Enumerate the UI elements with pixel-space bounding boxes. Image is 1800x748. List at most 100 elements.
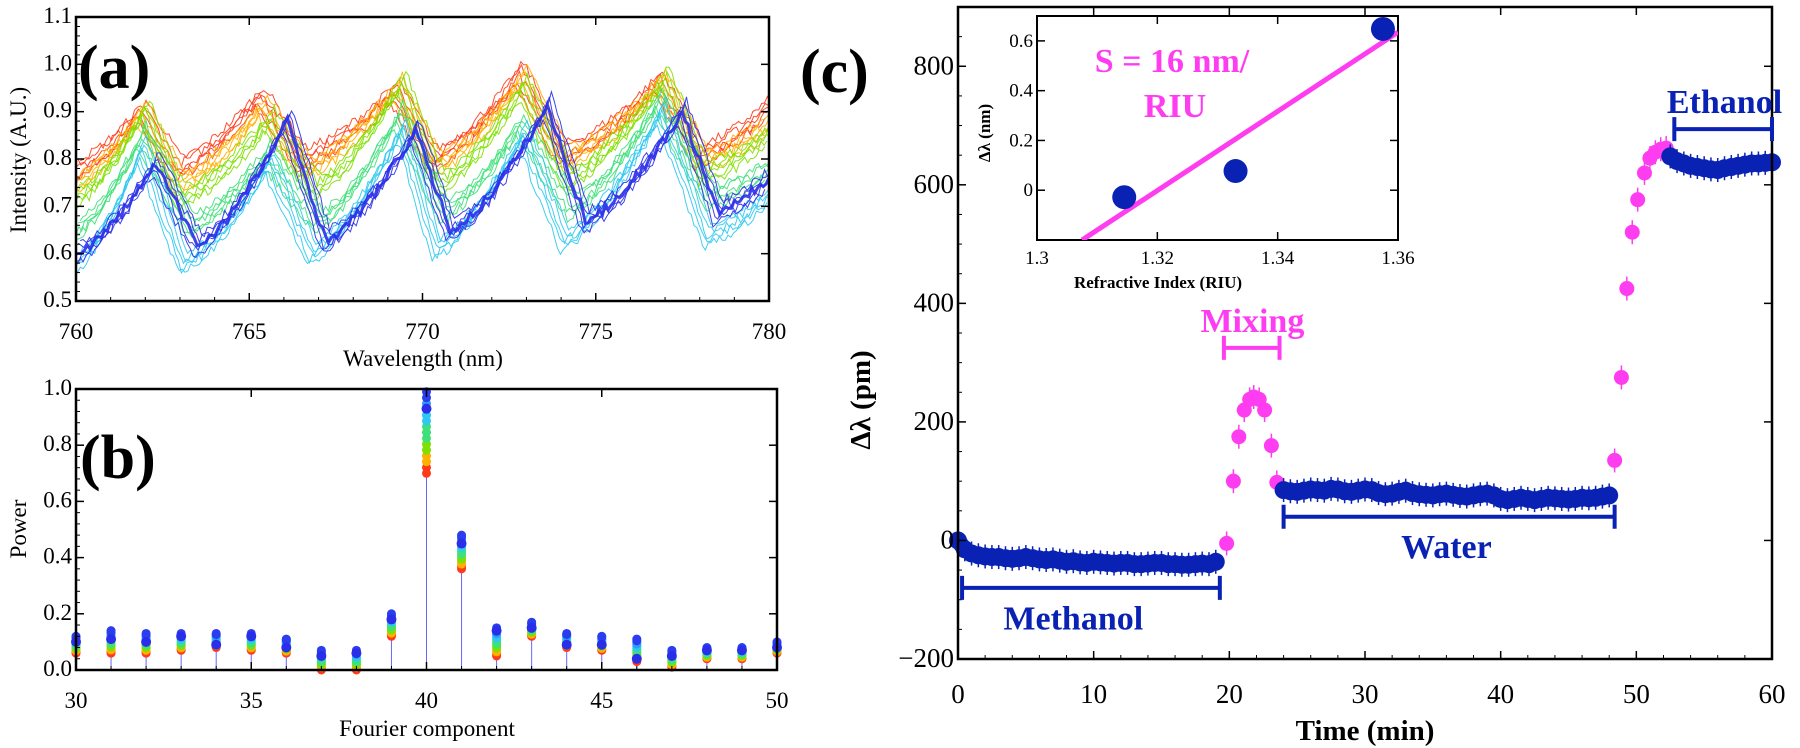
y-tick-label: 0.0 [43, 656, 72, 681]
y-tick-label: 0 [1024, 180, 1034, 201]
x-tick-label: 1.36 [1381, 248, 1414, 269]
inset-data-point [1112, 185, 1137, 210]
y-tick-label: 0.9 [43, 98, 72, 123]
power-point-final [421, 403, 432, 414]
panel-b-x-axis-title: Fourier component [339, 716, 515, 741]
x-tick-label: 40 [415, 688, 438, 713]
inset-data-point [1223, 159, 1248, 184]
panel-c-annotations: Methanol Mixing Water Ethanol [960, 84, 1782, 637]
inset-frame [1036, 15, 1399, 241]
spectrum-line [78, 92, 769, 224]
power-point-final [106, 634, 117, 645]
power-point-final [351, 648, 362, 659]
x-tick-label: 35 [240, 688, 263, 713]
power-point [457, 530, 467, 540]
inset-y-axis-title: Δλ (nm) [975, 104, 994, 162]
power-point-final [246, 631, 257, 642]
y-tick-label: 1.1 [43, 3, 72, 28]
y-tick-label: 0.2 [43, 600, 72, 625]
spectrum-line [79, 60, 769, 162]
data-point [1613, 369, 1629, 385]
y-tick-label: 0.4 [1009, 81, 1033, 102]
data-point [1630, 192, 1646, 208]
panel-b-ticks: 30 35 40 45 50 0.0 0.2 0.4 0.6 0.8 1.0 [43, 375, 788, 713]
data-point [1619, 281, 1635, 297]
panel-a-plot-area [76, 60, 769, 275]
spectrum-line [76, 105, 768, 235]
fit-line [1080, 30, 1398, 240]
y-tick-label: 0.4 [43, 544, 72, 569]
data-point [1225, 473, 1241, 489]
panel-b-y-axis-title: Power [6, 499, 31, 558]
power-point [141, 628, 151, 638]
power-point-final [211, 639, 222, 650]
inset-x-axis-title: Refractive Index (RIU) [1074, 273, 1242, 292]
x-tick-label: 20 [1216, 679, 1243, 709]
y-tick-label: 1.0 [43, 50, 72, 75]
inset-plot-area [1080, 16, 1398, 240]
y-tick-label: 0.6 [43, 240, 72, 265]
x-tick-label: 30 [1352, 679, 1379, 709]
spectrum-line [76, 107, 766, 241]
y-tick-label: 0.8 [43, 145, 72, 170]
x-tick-label: 1.34 [1261, 248, 1295, 269]
data-point [1607, 452, 1623, 468]
data-point [1636, 165, 1652, 181]
spectrum-line [79, 63, 769, 175]
data-point [1206, 552, 1225, 571]
panel-c-ticks: 0 10 20 30 40 50 60 −200 0 200 400 600 800 [898, 6, 1786, 709]
y-tick-label: 0.2 [1009, 130, 1033, 151]
panel-c-x-axis-title: Time (min) [1296, 715, 1435, 747]
inset-sensitivity-annotation-line2: RIU [1144, 88, 1206, 125]
panel-a-series-group [76, 60, 769, 275]
spectrum-line [76, 99, 769, 256]
y-tick-label: 400 [914, 287, 955, 317]
power-point [281, 634, 291, 644]
x-tick-label: 45 [590, 688, 613, 713]
inset-data-point [1370, 16, 1395, 41]
power-point-final [491, 625, 502, 636]
spectrum-line [80, 89, 769, 243]
power-point-final [631, 653, 642, 664]
inset-ticks: 1.3 1.32 1.34 1.36 0 0.2 0.4 0.6 [1009, 16, 1415, 269]
data-point [1219, 535, 1235, 551]
power-point-final [701, 645, 712, 656]
power-point-final [141, 636, 152, 647]
spectrum-line [79, 66, 769, 186]
panel-a-ticks: 760 765 770 775 780 0.5 0.6 0.7 0.8 0.9 1.0 1.1 [43, 3, 786, 344]
x-tick-label: 1.3 [1025, 248, 1049, 269]
panel-a: 760 765 770 775 780 0.5 0.6 0.7 0.8 0.9 1.0 1.1 (a)… [6, 3, 786, 371]
spectrum-line [78, 100, 769, 263]
power-point-final [281, 642, 292, 653]
data-point [1257, 402, 1273, 418]
y-tick-label: 0.6 [43, 487, 72, 512]
x-tick-label: 50 [766, 688, 789, 713]
y-tick-label: 0.5 [43, 287, 72, 312]
panel-b-label: (b) [80, 424, 156, 492]
data-point [1600, 486, 1619, 505]
panel-a-label: (a) [78, 34, 150, 102]
power-point-final [176, 631, 187, 642]
x-tick-label: 775 [579, 319, 614, 344]
x-tick-label: 770 [405, 319, 440, 344]
power-point [106, 626, 116, 636]
power-point [597, 631, 607, 641]
x-tick-label: 40 [1487, 679, 1514, 709]
data-point [1624, 224, 1640, 240]
annotation-label-ethanol: Ethanol [1667, 84, 1782, 121]
y-tick-label: −200 [898, 643, 954, 673]
x-tick-label: 765 [232, 319, 267, 344]
x-tick-label: 10 [1080, 679, 1107, 709]
y-tick-label: 1.0 [43, 375, 72, 400]
panel-b: 30 35 40 45 50 0.0 0.2 0.4 0.6 0.8 1.0 (b) Fourier… [6, 375, 789, 741]
x-tick-label: 60 [1759, 679, 1786, 709]
panel-c-inset: 1.3 1.32 1.34 1.36 0 0.2 0.4 0.6 S = 16 nm/ RIU… [975, 15, 1415, 292]
power-point-final [736, 645, 747, 656]
panel-c: 0 10 20 30 40 50 60 −200 0 200 400 600 800 (c) Time … [800, 5, 1786, 747]
power-point [211, 628, 221, 638]
panel-c-plot-area [949, 136, 1781, 577]
annotation-label-water: Water [1401, 529, 1492, 566]
power-point-final [666, 650, 677, 661]
y-tick-label: 0.6 [1009, 31, 1033, 52]
data-point [1263, 438, 1279, 454]
